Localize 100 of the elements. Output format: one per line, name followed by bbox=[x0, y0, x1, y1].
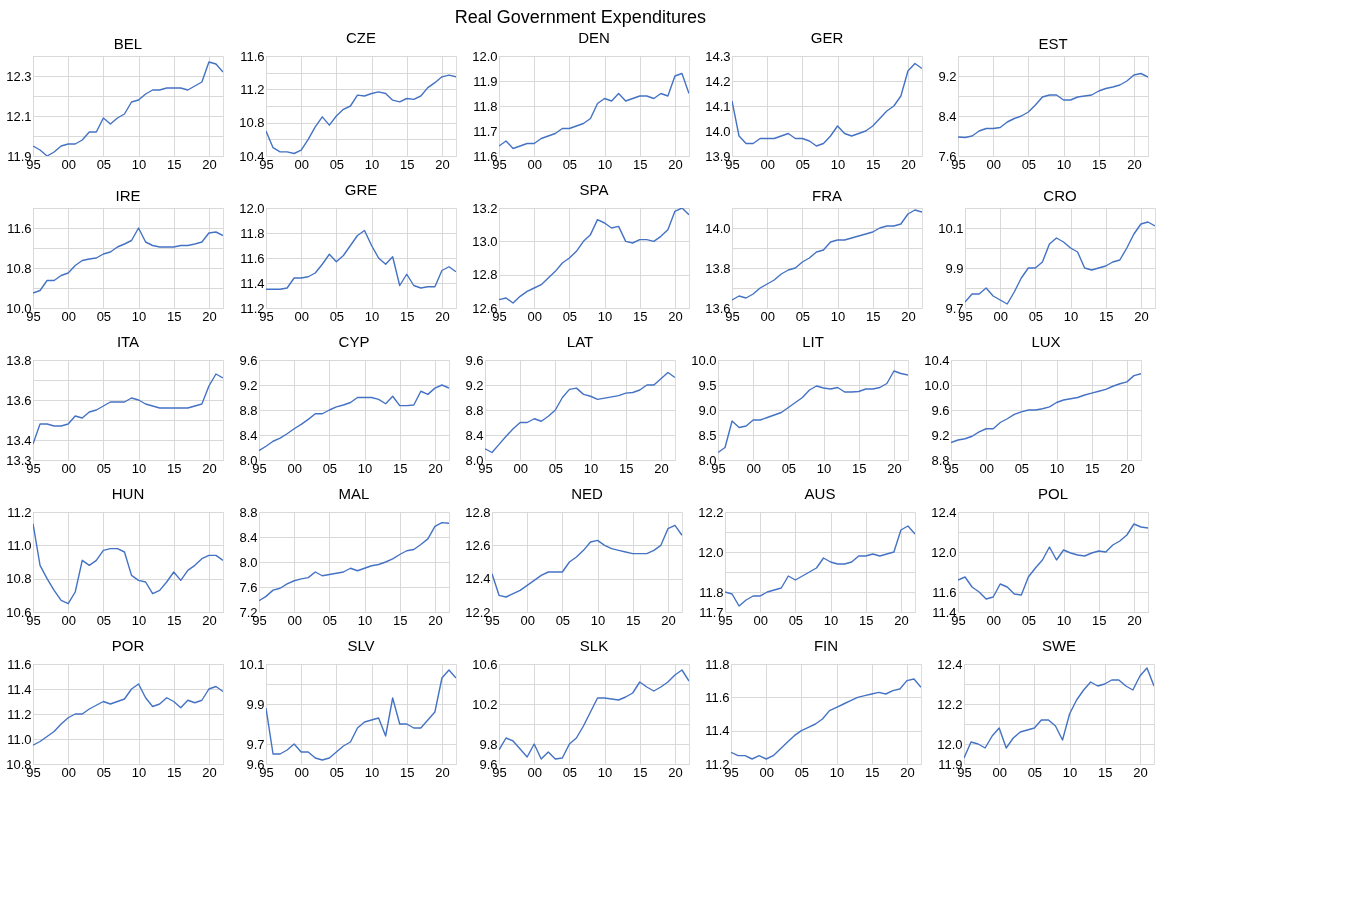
y-tick-label: 12.1 bbox=[6, 108, 32, 124]
x-tick-label: 10 bbox=[1063, 308, 1079, 324]
line-series bbox=[965, 221, 1155, 305]
x-tick-label: 05 bbox=[329, 764, 345, 780]
y-tick-label: 12.8 bbox=[465, 504, 491, 520]
chart-title: EST bbox=[1038, 35, 1068, 52]
y-tick-label: 12.0 bbox=[937, 736, 963, 752]
y-tick-label: 9.6 bbox=[239, 352, 258, 368]
y-tick-label: 8.4 bbox=[465, 427, 484, 443]
y-tick-label: 10.2 bbox=[472, 696, 498, 712]
line-series bbox=[266, 669, 456, 761]
chart-title: SLV bbox=[347, 637, 375, 654]
x-tick-label: 05 bbox=[795, 308, 811, 324]
chart-title: ITA bbox=[116, 333, 140, 350]
y-tick-label: 11.9 bbox=[473, 73, 498, 89]
y-tick-label: 12.3 bbox=[6, 68, 32, 84]
x-tick-label: 15 bbox=[393, 612, 408, 628]
y-tick-label: 12.0 bbox=[698, 544, 724, 560]
y-tick-label: 9.2 bbox=[465, 377, 484, 393]
y-tick-label: 11.6 bbox=[932, 584, 957, 600]
x-tick-label: 15 bbox=[167, 308, 182, 324]
y-tick-label: 13.8 bbox=[705, 260, 731, 276]
line-series bbox=[731, 678, 921, 760]
chart-title: AUS bbox=[804, 485, 836, 502]
x-tick-label: 05 bbox=[1021, 156, 1037, 172]
y-tick-label: 11.0 bbox=[7, 731, 32, 747]
x-tick-label: 10 bbox=[1056, 156, 1072, 172]
line-series bbox=[266, 74, 456, 155]
y-tick-label: 11.4 bbox=[705, 723, 730, 739]
y-tick-label: 9.9 bbox=[246, 696, 265, 712]
x-tick-label: 00 bbox=[61, 460, 76, 476]
line-series bbox=[958, 523, 1148, 600]
y-tick-label: 9.2 bbox=[931, 427, 950, 443]
chart-title: HUN bbox=[111, 485, 145, 502]
x-tick-label: 20 bbox=[1134, 308, 1149, 324]
y-tick-label: 11.6 bbox=[7, 656, 32, 672]
x-tick-label: 20 bbox=[202, 308, 217, 324]
line-series bbox=[732, 62, 922, 147]
y-tick-label: 10.8 bbox=[239, 115, 265, 131]
y-tick-label: 13.2 bbox=[472, 200, 498, 216]
chart-title: POL bbox=[1037, 485, 1069, 502]
y-tick-label: 13.6 bbox=[6, 392, 32, 408]
y-tick-label: 12.0 bbox=[931, 544, 957, 560]
x-tick-label: 00 bbox=[61, 764, 76, 780]
x-tick-label: 05 bbox=[562, 764, 578, 780]
x-tick-label: 10 bbox=[1056, 612, 1072, 628]
x-tick-label: 10 bbox=[1062, 764, 1078, 780]
y-tick-label: 7.6 bbox=[239, 579, 258, 595]
x-tick-label: 10 bbox=[131, 764, 147, 780]
x-tick-label: 20 bbox=[900, 764, 915, 780]
chart-title: DEN bbox=[578, 29, 610, 46]
line-series bbox=[259, 384, 449, 452]
y-tick-label: 11.0 bbox=[7, 537, 32, 553]
x-tick-label: 15 bbox=[1098, 764, 1113, 780]
chart-title: LAT bbox=[566, 333, 594, 350]
x-tick-label: 10 bbox=[830, 156, 846, 172]
x-tick-label: 05 bbox=[322, 460, 338, 476]
y-tick-label: 10.8 bbox=[6, 260, 32, 276]
chart-title: SWE bbox=[1041, 637, 1077, 654]
x-tick-label: 00 bbox=[61, 156, 76, 172]
chart-title: CZE bbox=[346, 29, 376, 46]
y-tick-label: 11.8 bbox=[240, 225, 265, 241]
x-tick-label: 05 bbox=[788, 612, 804, 628]
y-tick-label: 11.8 bbox=[705, 656, 730, 672]
x-tick-label: 10 bbox=[829, 764, 845, 780]
y-tick-label: 14.1 bbox=[705, 98, 731, 114]
x-tick-label: 05 bbox=[96, 612, 112, 628]
chart-title: MAL bbox=[338, 485, 370, 502]
x-tick-label: 15 bbox=[633, 156, 648, 172]
x-tick-label: 00 bbox=[992, 764, 1007, 780]
y-tick-label: 10.0 bbox=[924, 377, 950, 393]
y-tick-label: 13.8 bbox=[6, 352, 32, 368]
chart-title: FIN bbox=[813, 637, 839, 654]
x-tick-label: 15 bbox=[167, 764, 182, 780]
y-tick-label: 9.0 bbox=[698, 402, 717, 418]
y-tick-label: 10.0 bbox=[691, 352, 717, 368]
y-tick-label: 9.8 bbox=[479, 736, 498, 752]
x-tick-label: 05 bbox=[329, 308, 345, 324]
y-tick-label: 11.4 bbox=[240, 275, 265, 291]
x-tick-label: 05 bbox=[555, 612, 571, 628]
x-tick-label: 05 bbox=[548, 460, 564, 476]
x-tick-label: 20 bbox=[435, 156, 450, 172]
x-tick-label: 10 bbox=[364, 308, 380, 324]
y-tick-label: 12.6 bbox=[465, 537, 491, 553]
chart-title: POR bbox=[111, 637, 145, 654]
x-tick-label: 15 bbox=[859, 612, 874, 628]
y-tick-label: 10.1 bbox=[938, 220, 964, 236]
x-tick-label: 15 bbox=[1092, 612, 1107, 628]
y-tick-label: 8.4 bbox=[239, 427, 258, 443]
y-tick-label: 11.6 bbox=[7, 220, 32, 236]
x-tick-label: 05 bbox=[781, 460, 797, 476]
x-tick-label: 15 bbox=[1099, 308, 1114, 324]
y-tick-label: 10.1 bbox=[239, 656, 265, 672]
line-series bbox=[964, 667, 1154, 759]
x-tick-label: 00 bbox=[61, 612, 76, 628]
line-series bbox=[718, 370, 908, 454]
y-tick-label: 12.0 bbox=[239, 200, 265, 216]
line-series bbox=[33, 522, 223, 605]
line-series bbox=[958, 72, 1148, 139]
y-tick-label: 8.8 bbox=[239, 504, 258, 520]
